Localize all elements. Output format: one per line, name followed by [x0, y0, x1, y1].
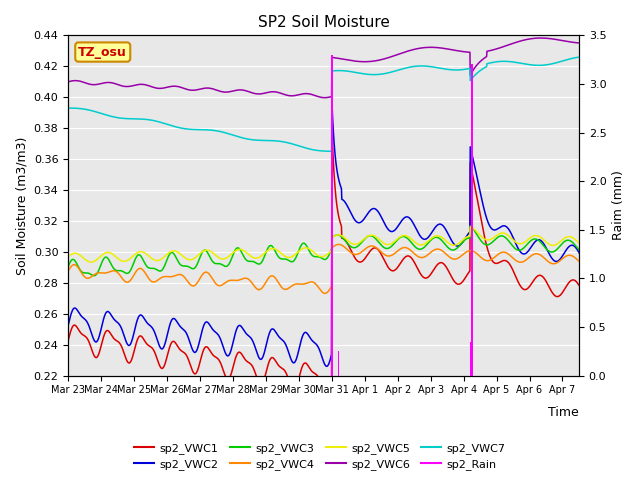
Title: SP2 Soil Moisture: SP2 Soil Moisture [258, 15, 390, 30]
Text: Time: Time [548, 406, 579, 419]
Text: TZ_osu: TZ_osu [78, 46, 127, 59]
Y-axis label: Raim (mm): Raim (mm) [612, 170, 625, 240]
Bar [338, 351, 339, 375]
Bar [332, 55, 333, 375]
Bar [332, 55, 333, 375]
Y-axis label: Soil Moisture (m3/m3): Soil Moisture (m3/m3) [15, 136, 28, 275]
Bar [470, 341, 471, 375]
Bar [337, 351, 339, 375]
Legend: sp2_VWC1, sp2_VWC2, sp2_VWC3, sp2_VWC4, sp2_VWC5, sp2_VWC6, sp2_VWC7, sp2_Rain: sp2_VWC1, sp2_VWC2, sp2_VWC3, sp2_VWC4, … [130, 438, 510, 474]
Bar [472, 64, 473, 375]
Bar [470, 341, 471, 375]
